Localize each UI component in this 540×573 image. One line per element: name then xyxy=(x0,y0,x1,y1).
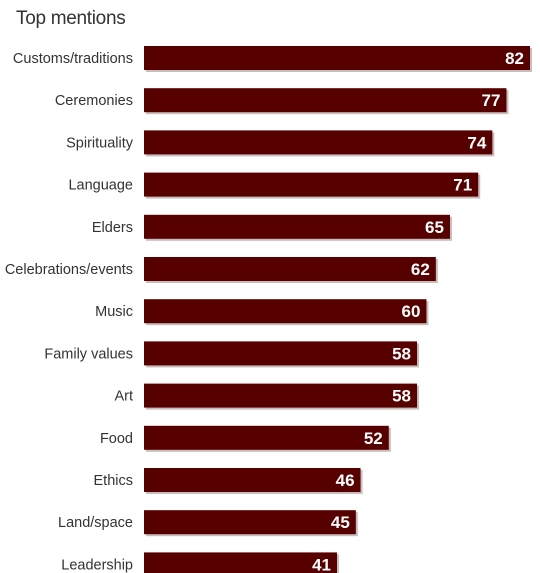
bar xyxy=(144,341,418,366)
value-label: 60 xyxy=(402,302,421,321)
bar xyxy=(144,299,427,324)
category-label: Language xyxy=(68,178,133,194)
bar-row: Ethics 46 xyxy=(94,468,363,494)
bar xyxy=(144,468,361,492)
value-label: 41 xyxy=(312,555,331,573)
category-label: Leadership xyxy=(61,557,133,573)
bar-row: Land/space 45 xyxy=(58,510,358,537)
bar-row: Ceremonies 77 xyxy=(55,88,509,115)
bar-row: Elders 65 xyxy=(92,214,452,241)
category-label: Customs/traditions xyxy=(13,51,133,67)
category-label: Music xyxy=(95,304,133,320)
category-label: Family values xyxy=(44,346,133,362)
bar xyxy=(144,257,436,281)
bar-row: Leadership 41 xyxy=(61,552,339,573)
bar-row: Customs/traditions 82 xyxy=(13,46,532,72)
bar-row: Food 52 xyxy=(100,425,391,452)
bar xyxy=(144,383,418,408)
value-label: 58 xyxy=(392,387,411,406)
category-label: Ethics xyxy=(94,473,134,489)
bar-row: Music 60 xyxy=(95,299,429,326)
bar-row: Family values 58 xyxy=(44,341,420,368)
value-label: 77 xyxy=(482,91,501,110)
bar-row: Spirituality 74 xyxy=(66,130,495,157)
bar xyxy=(144,172,479,197)
bar-row: Celebrations/events 62 xyxy=(5,257,438,283)
value-label: 46 xyxy=(336,471,355,490)
value-label: 58 xyxy=(392,344,411,363)
value-label: 62 xyxy=(411,260,430,279)
bar xyxy=(144,88,507,113)
bar xyxy=(144,130,493,155)
category-label: Spirituality xyxy=(66,135,134,151)
bar xyxy=(144,425,389,450)
value-label: 65 xyxy=(425,218,444,237)
chart-title: Top mentions xyxy=(16,8,126,29)
category-label: Ceremonies xyxy=(55,93,133,109)
category-label: Food xyxy=(100,431,133,447)
bar xyxy=(144,46,530,70)
bar-row: Art 58 xyxy=(114,383,420,410)
category-label: Land/space xyxy=(58,515,133,531)
value-label: 82 xyxy=(505,49,524,68)
bar xyxy=(144,510,356,535)
category-label: Elders xyxy=(92,220,133,236)
value-label: 45 xyxy=(331,513,350,532)
value-label: 74 xyxy=(467,133,486,152)
value-label: 71 xyxy=(453,176,472,195)
bar xyxy=(144,552,337,573)
value-label: 52 xyxy=(364,429,383,448)
bar xyxy=(144,214,450,239)
category-label: Celebrations/events xyxy=(5,262,133,278)
bar-row: Language 71 xyxy=(68,172,481,199)
category-label: Art xyxy=(114,389,133,405)
